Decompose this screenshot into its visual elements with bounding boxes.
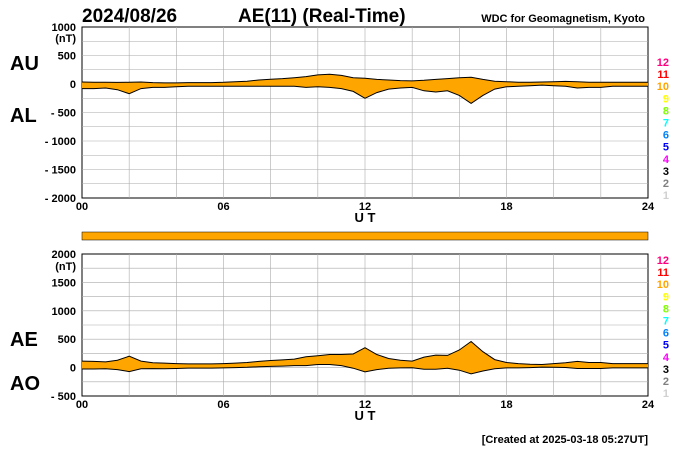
- station-count-label: 6: [663, 130, 669, 142]
- station-count-label: 1: [663, 190, 669, 202]
- station-count-label: 3: [663, 166, 669, 178]
- series-label-au: AU: [10, 53, 39, 75]
- x-tick-label: 18: [500, 201, 512, 213]
- station-count-label: 7: [663, 316, 669, 328]
- y-tick-label: 1000: [52, 22, 76, 34]
- series-line-lower: [82, 84, 648, 105]
- x-tick-label: 24: [642, 399, 655, 411]
- x-tick-label: 12: [359, 399, 371, 411]
- series-line-lower: [82, 364, 648, 375]
- station-count-label: 5: [663, 142, 669, 154]
- station-count-label: 7: [663, 118, 669, 130]
- station-count-label: 8: [663, 303, 669, 315]
- created-timestamp: [Created at 2025-03-18 05:27UT]: [482, 434, 649, 446]
- y-unit-label: (nT): [55, 261, 76, 273]
- x-tick-label: 06: [217, 201, 229, 213]
- station-count-label: 4: [663, 154, 670, 166]
- x-tick-label: 00: [76, 399, 88, 411]
- y-tick-label: - 500: [51, 108, 76, 120]
- y-tick-label: 1500: [52, 277, 76, 289]
- station-count-label: 4: [663, 352, 670, 364]
- chart-title: AE(11) (Real-Time): [238, 6, 406, 27]
- series-area-fill: [82, 341, 648, 374]
- x-axis-label: U T: [355, 408, 376, 423]
- y-tick-label: - 500: [51, 391, 76, 403]
- x-tick-label: 00: [76, 201, 88, 213]
- station-count-label: 8: [663, 105, 669, 117]
- y-tick-label: 500: [58, 334, 76, 346]
- x-axis-label: U T: [355, 210, 376, 225]
- station-count-label: 9: [663, 291, 669, 303]
- x-tick-label: 06: [217, 399, 229, 411]
- y-tick-label: 0: [70, 79, 76, 91]
- station-count-label: 2: [663, 376, 669, 388]
- y-tick-label: - 1000: [45, 136, 76, 148]
- grid: [82, 27, 648, 198]
- series-line-upper: [81, 340, 648, 366]
- y-tick-label: 0: [70, 363, 76, 375]
- y-tick-label: 2000: [52, 249, 76, 261]
- x-tick-label: 18: [500, 399, 512, 411]
- series-label-al: AL: [10, 105, 37, 127]
- x-tick-label: 12: [359, 201, 371, 213]
- station-count-label: 2: [663, 178, 669, 190]
- y-tick-label: 1000: [52, 306, 76, 318]
- x-tick-label: 24: [642, 201, 655, 213]
- au-al-panel: (nT) AU AL U T 1000 500 0 - 500 - 1000 - 1500…: [10, 22, 655, 225]
- station-count-label: 3: [663, 364, 669, 376]
- station-count-label: 9: [663, 93, 669, 105]
- station-count-label: 1: [663, 388, 669, 400]
- grid: [82, 254, 648, 396]
- station-count-label: 10: [657, 279, 669, 291]
- date-label: 2024/08/26: [82, 6, 177, 27]
- series-area-fill: [82, 74, 648, 104]
- series-label-ao: AO: [10, 373, 40, 395]
- station-count-label: 12: [657, 255, 669, 267]
- y-tick-label: - 1500: [45, 165, 76, 177]
- data-coverage-bar: [81, 231, 649, 241]
- station-count-label: 11: [657, 69, 669, 81]
- series-line-upper: [81, 73, 648, 84]
- y-unit-label: (nT): [55, 33, 76, 45]
- station-count-label: 6: [663, 328, 669, 340]
- source-label: WDC for Geomagnetism, Kyoto: [481, 13, 645, 25]
- y-tick-label: 500: [58, 51, 76, 63]
- series-label-ae: AE: [10, 329, 38, 351]
- station-count-label: 10: [657, 81, 669, 93]
- station-count-label: 5: [663, 340, 669, 352]
- y-tick-label: - 2000: [45, 193, 76, 205]
- station-count-label: 12: [657, 57, 669, 69]
- station-count-label: 11: [657, 267, 669, 279]
